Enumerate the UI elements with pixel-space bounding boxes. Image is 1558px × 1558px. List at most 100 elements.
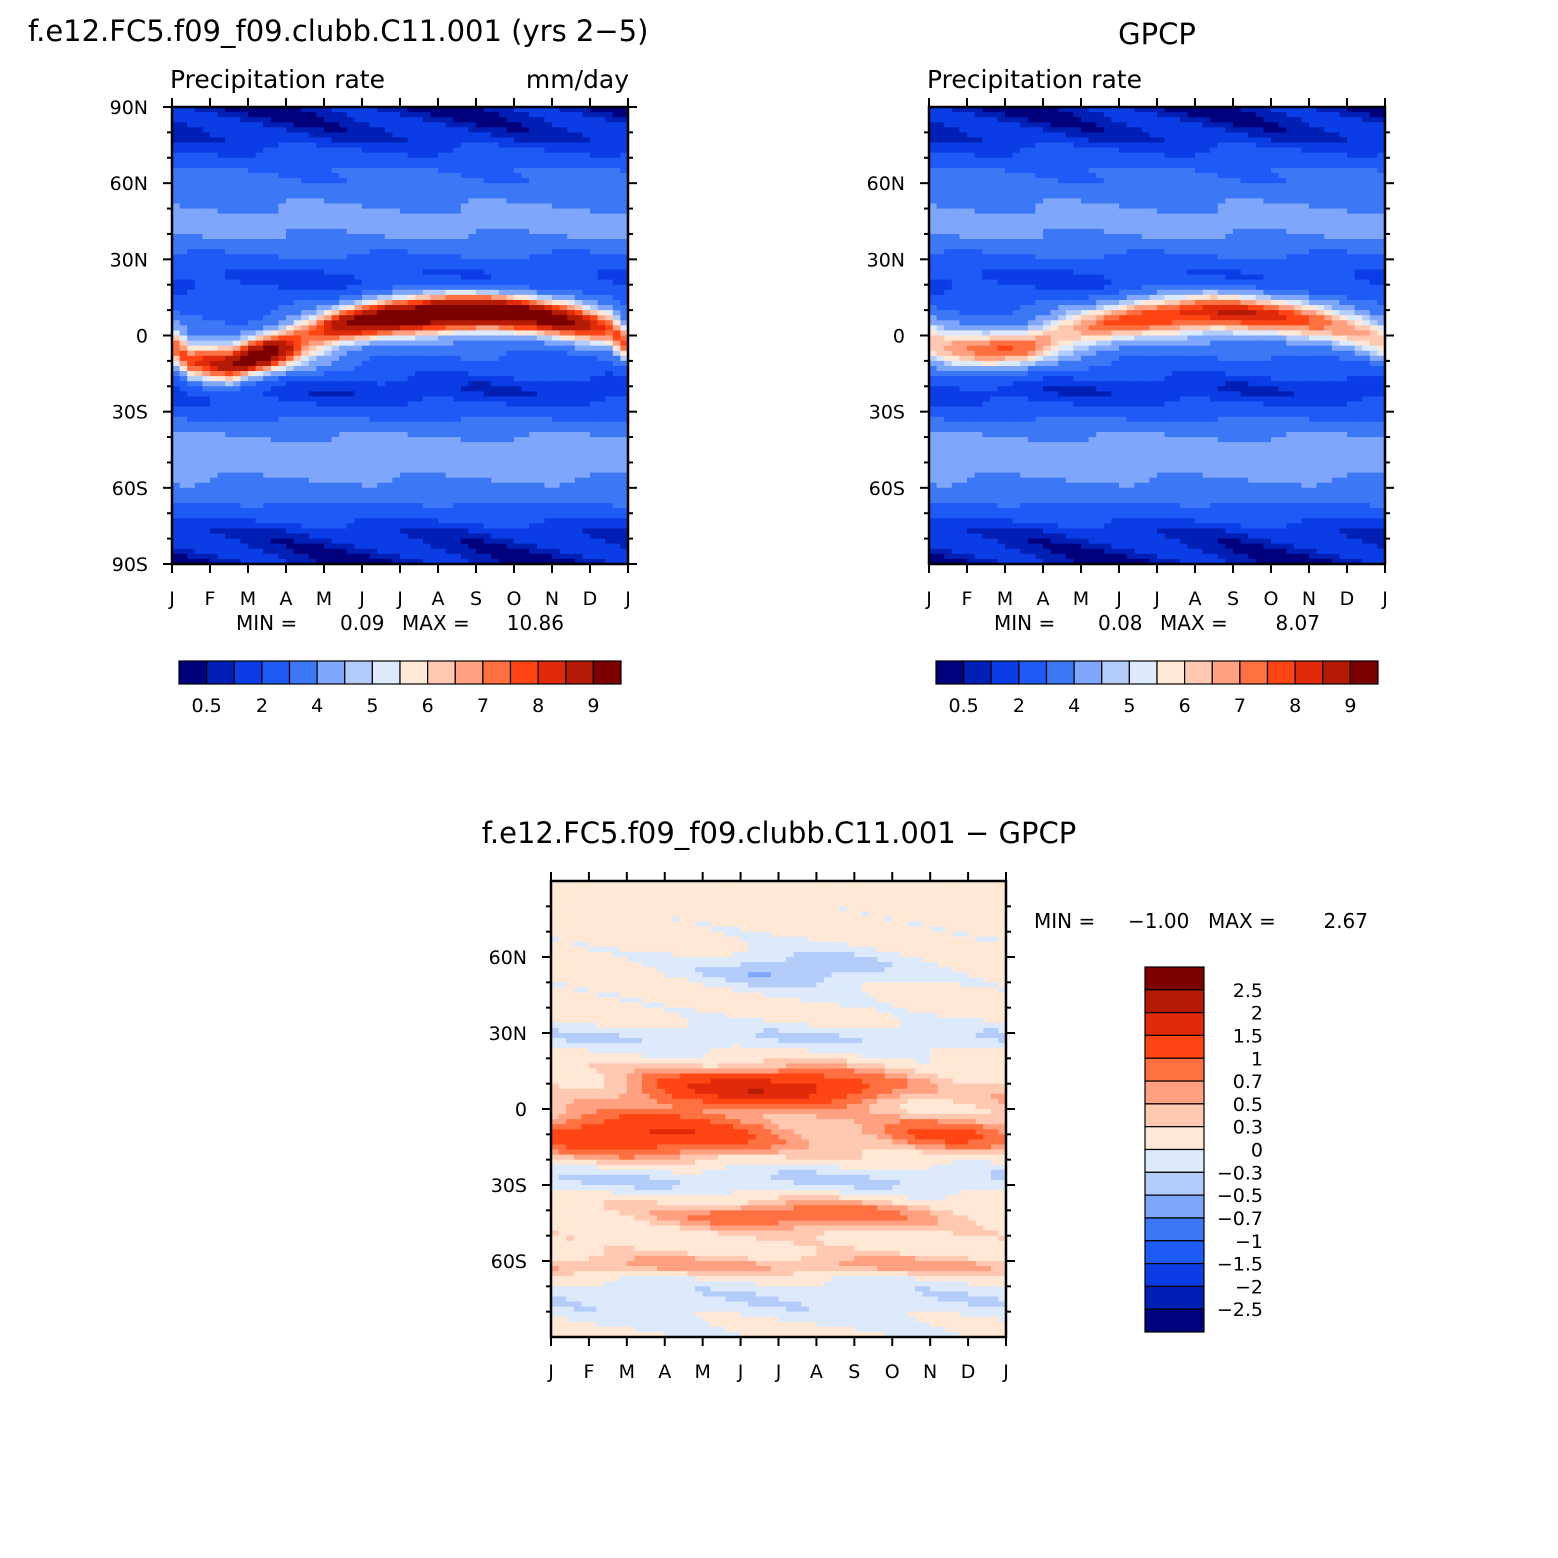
heatmap-cell [567, 137, 576, 144]
heatmap-cell [210, 381, 219, 387]
heatmap-cell [514, 523, 523, 530]
heatmap-cell [392, 173, 401, 179]
heatmap-cell [582, 371, 591, 377]
heatmap-cell [324, 350, 333, 357]
heatmap-cell [460, 244, 469, 250]
heatmap-cell [430, 477, 439, 484]
heatmap-cell [369, 188, 378, 194]
heatmap-cell [400, 193, 409, 199]
heatmap-cell [255, 345, 264, 352]
heatmap-cell [407, 117, 416, 123]
heatmap-cell [605, 167, 614, 174]
heatmap-cell [521, 386, 530, 392]
heatmap-cell [293, 508, 302, 514]
heatmap-cell [422, 244, 431, 250]
heatmap-cell [468, 173, 477, 179]
heatmap-cell [179, 518, 188, 524]
heatmap-cell [552, 330, 561, 337]
heatmap-cell [552, 223, 561, 230]
heatmap-cell [270, 152, 279, 159]
heatmap-cell [331, 355, 340, 362]
heatmap-cell [506, 228, 515, 235]
heatmap-cell [392, 462, 401, 469]
heatmap-cell [225, 411, 234, 418]
heatmap-cell [567, 142, 576, 149]
heatmap-cell [248, 112, 257, 118]
heatmap-cell [544, 482, 553, 489]
heatmap-cell [567, 305, 576, 311]
heatmap-cell [392, 289, 401, 296]
heatmap-cell [498, 173, 507, 179]
heatmap-cell [536, 421, 545, 428]
heatmap-cell [544, 208, 553, 215]
heatmap-cell [438, 497, 447, 504]
heatmap-cell [316, 508, 325, 514]
heatmap-cell [506, 360, 515, 367]
heatmap-cell [453, 452, 462, 458]
heatmap-cell [590, 284, 599, 291]
heatmap-cell [582, 472, 591, 479]
heatmap-cell [301, 254, 310, 260]
heatmap-cell [612, 360, 621, 367]
heatmap-cell [240, 508, 249, 514]
heatmap-cell [362, 274, 371, 281]
heatmap-cell [468, 442, 477, 448]
heatmap-cell [574, 315, 583, 321]
heatmap-cell [172, 350, 181, 357]
heatmap-cell [354, 411, 363, 418]
heatmap-cell [529, 310, 538, 316]
heatmap-cell [194, 482, 203, 489]
heatmap-cell [529, 365, 538, 372]
heatmap-cell [392, 315, 401, 321]
heatmap-cell [529, 173, 538, 179]
heatmap-cell [187, 112, 196, 118]
heatmap-cell [172, 371, 181, 377]
heatmap-cell [438, 213, 447, 220]
heatmap-cell [194, 360, 203, 367]
heatmap-cell [354, 325, 363, 332]
heatmap-cell [422, 218, 431, 225]
heatmap-cell [491, 442, 500, 448]
heatmap-cell [620, 467, 629, 474]
heatmap-cell [400, 335, 409, 342]
heatmap-cell [308, 274, 317, 281]
heatmap-cell [172, 249, 181, 255]
heatmap-cell [460, 406, 469, 413]
heatmap-cell [362, 365, 371, 372]
heatmap-cell [514, 218, 523, 225]
heatmap-cell [468, 228, 477, 235]
heatmap-cell [536, 376, 545, 382]
heatmap-cell [316, 178, 325, 184]
heatmap-cell [392, 198, 401, 205]
heatmap-cell [301, 239, 310, 245]
heatmap-cell [529, 299, 538, 306]
heatmap-cell [438, 147, 447, 154]
heatmap-cell [567, 406, 576, 413]
heatmap-cell [293, 147, 302, 154]
heatmap-cell [172, 305, 181, 311]
heatmap-cell [483, 508, 492, 514]
heatmap-cell [263, 386, 272, 392]
heatmap-cell [400, 157, 409, 164]
heatmap-cell [232, 320, 241, 326]
heatmap-cell [582, 401, 591, 408]
heatmap-cell [559, 381, 568, 387]
heatmap-cell [514, 411, 523, 418]
heatmap-cell [194, 371, 203, 377]
heatmap-cell [552, 178, 561, 184]
heatmap-cell [514, 477, 523, 484]
heatmap-cell [422, 152, 431, 159]
heatmap-cell [217, 203, 226, 210]
heatmap-cell [574, 198, 583, 205]
heatmap-cell [407, 345, 416, 352]
heatmap-cell [476, 107, 485, 113]
heatmap-cell [597, 157, 606, 164]
heatmap-cell [468, 122, 477, 128]
heatmap-cell [240, 269, 249, 276]
heatmap-cell [430, 269, 439, 276]
heatmap-cell [597, 335, 606, 342]
heatmap-cell [483, 218, 492, 225]
heatmap-cell [438, 406, 447, 413]
heatmap-cell [369, 279, 378, 286]
heatmap-cell [172, 198, 181, 205]
